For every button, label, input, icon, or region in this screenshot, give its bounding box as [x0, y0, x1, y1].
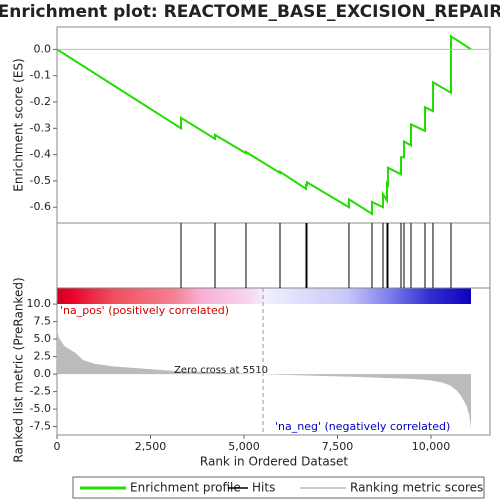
es-line — [56, 34, 472, 216]
y-axis-label: Ranked list metric (PreRanked) — [12, 277, 26, 462]
annotation: Zero cross at 5510 — [174, 365, 268, 376]
legend-label: Enrichment profile — [130, 481, 241, 495]
y-tick-label: 0.0 — [34, 42, 52, 55]
y-axis-label: Enrichment score (ES) — [12, 58, 26, 191]
x-axis-label: Rank in Ordered Dataset — [200, 455, 348, 469]
x-tick-label: 5,000 — [228, 440, 260, 453]
y-tick-label: 5.0 — [34, 332, 52, 345]
y-tick-label: -0.1 — [30, 69, 51, 82]
legend-box — [72, 476, 485, 499]
x-tick-label: 10,000 — [412, 440, 451, 453]
y-tick-label: -7.5 — [30, 420, 51, 433]
metric-area — [57, 328, 472, 429]
legend-label: Hits — [252, 481, 275, 495]
y-tick-label: -0.5 — [30, 174, 51, 187]
pos-label: 'na_pos' (positively correlated) — [60, 304, 229, 317]
y-tick-label: -5.0 — [30, 402, 51, 415]
y-tick-label: -2.5 — [30, 385, 51, 398]
y-tick-label: -0.3 — [30, 121, 51, 134]
y-tick-label: -0.4 — [30, 148, 51, 161]
neg-label: 'na_neg' (negatively correlated) — [275, 420, 450, 433]
chart-title: Enrichment plot: REACTOME_BASE_EXCISION_… — [0, 2, 500, 22]
x-tick-label: 0 — [54, 440, 61, 453]
y-tick-label: 10.0 — [27, 297, 52, 310]
y-tick-label: -0.6 — [30, 200, 51, 213]
y-tick-label: -0.2 — [30, 95, 51, 108]
y-tick-label: 7.5 — [34, 315, 52, 328]
x-tick-label: 7,500 — [322, 440, 354, 453]
legend-label: Ranking metric scores — [350, 481, 483, 495]
rank-color-bar — [57, 288, 471, 304]
y-tick-label: 2.5 — [34, 350, 52, 363]
y-tick-label: 0.0 — [34, 367, 52, 380]
x-tick-label: 2,500 — [135, 440, 167, 453]
